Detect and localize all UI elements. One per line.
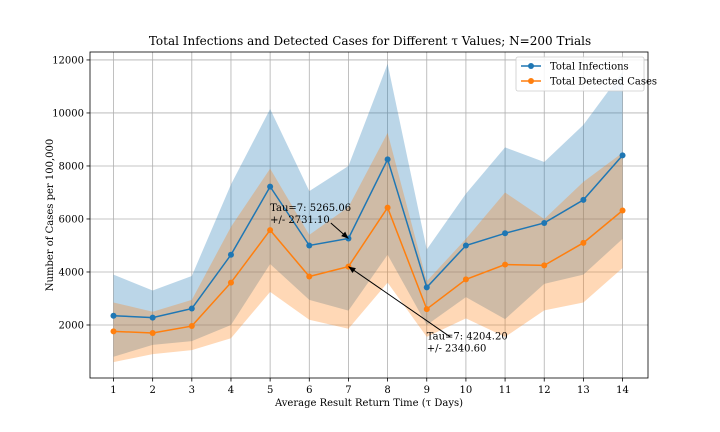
point-total-detected-cases-6 bbox=[306, 273, 312, 279]
point-total-infections-3 bbox=[189, 306, 195, 312]
x-tick-label-12: 12 bbox=[538, 385, 551, 396]
x-axis-label: Average Result Return Time (τ Days) bbox=[274, 398, 463, 409]
point-total-detected-cases-11 bbox=[502, 262, 508, 268]
point-total-infections-11 bbox=[502, 230, 508, 236]
annotation-2-value: Tau=7: 4204.20 bbox=[427, 332, 508, 343]
x-tick-label-2: 2 bbox=[149, 385, 155, 396]
y-tick-label-4000: 4000 bbox=[59, 267, 84, 278]
x-tick-label-5: 5 bbox=[267, 385, 273, 396]
point-total-detected-cases-8 bbox=[385, 205, 391, 211]
x-tick-label-7: 7 bbox=[345, 385, 351, 396]
point-total-detected-cases-1 bbox=[110, 328, 116, 334]
x-tick-label-14: 14 bbox=[616, 385, 629, 396]
y-tick-label-10000: 10000 bbox=[52, 108, 84, 119]
point-total-infections-12 bbox=[541, 220, 547, 226]
x-tick-label-10: 10 bbox=[460, 385, 473, 396]
point-total-detected-cases-13 bbox=[580, 240, 586, 246]
point-total-detected-cases-10 bbox=[463, 276, 469, 282]
point-total-infections-13 bbox=[580, 197, 586, 203]
point-total-detected-cases-4 bbox=[228, 280, 234, 286]
chart-title: Total Infections and Detected Cases for … bbox=[149, 34, 591, 48]
point-total-detected-cases-12 bbox=[541, 262, 547, 268]
x-tick-label-3: 3 bbox=[189, 385, 195, 396]
point-total-detected-cases-5 bbox=[267, 227, 273, 233]
point-total-detected-cases-3 bbox=[189, 323, 195, 329]
x-tick-label-4: 4 bbox=[228, 385, 234, 396]
point-total-detected-cases-2 bbox=[150, 330, 156, 336]
y-axis-label: Number of Cases per 100,000 bbox=[45, 139, 56, 291]
point-total-infections-14 bbox=[620, 152, 626, 158]
point-total-infections-10 bbox=[463, 242, 469, 248]
point-total-infections-5 bbox=[267, 184, 273, 190]
annotation-2-error: +/- 2340.60 bbox=[427, 344, 487, 355]
annotation-1-error: +/- 2731.10 bbox=[270, 215, 330, 226]
legend-marker-total-detected-cases bbox=[528, 78, 534, 84]
legend: Total Infections Total Detected Cases bbox=[516, 57, 657, 91]
x-tick-label-11: 11 bbox=[499, 385, 512, 396]
point-total-infections-8 bbox=[385, 156, 391, 162]
y-tick-label-12000: 12000 bbox=[52, 55, 84, 66]
x-tick-label-9: 9 bbox=[424, 385, 430, 396]
y-tick-label-2000: 2000 bbox=[59, 320, 84, 331]
legend-label-total-detected-cases: Total Detected Cases bbox=[550, 77, 657, 88]
point-total-detected-cases-14 bbox=[620, 207, 626, 213]
x-tick-label-6: 6 bbox=[306, 385, 312, 396]
point-total-infections-9 bbox=[424, 284, 430, 290]
annotation-1-value: Tau=7: 5265.06 bbox=[270, 203, 351, 214]
x-tick-label-13: 13 bbox=[577, 385, 590, 396]
x-tick-label-1: 1 bbox=[110, 385, 116, 396]
x-tick-label-8: 8 bbox=[384, 385, 390, 396]
point-total-infections-6 bbox=[306, 242, 312, 248]
y-tick-label-6000: 6000 bbox=[59, 214, 84, 225]
y-tick-label-8000: 8000 bbox=[59, 161, 84, 172]
point-total-infections-4 bbox=[228, 252, 234, 258]
point-total-infections-2 bbox=[150, 315, 156, 321]
legend-label-total-infections: Total Infections bbox=[550, 62, 629, 73]
point-total-infections-1 bbox=[110, 313, 116, 319]
legend-marker-total-infections bbox=[528, 63, 534, 69]
point-total-detected-cases-9 bbox=[424, 306, 430, 312]
